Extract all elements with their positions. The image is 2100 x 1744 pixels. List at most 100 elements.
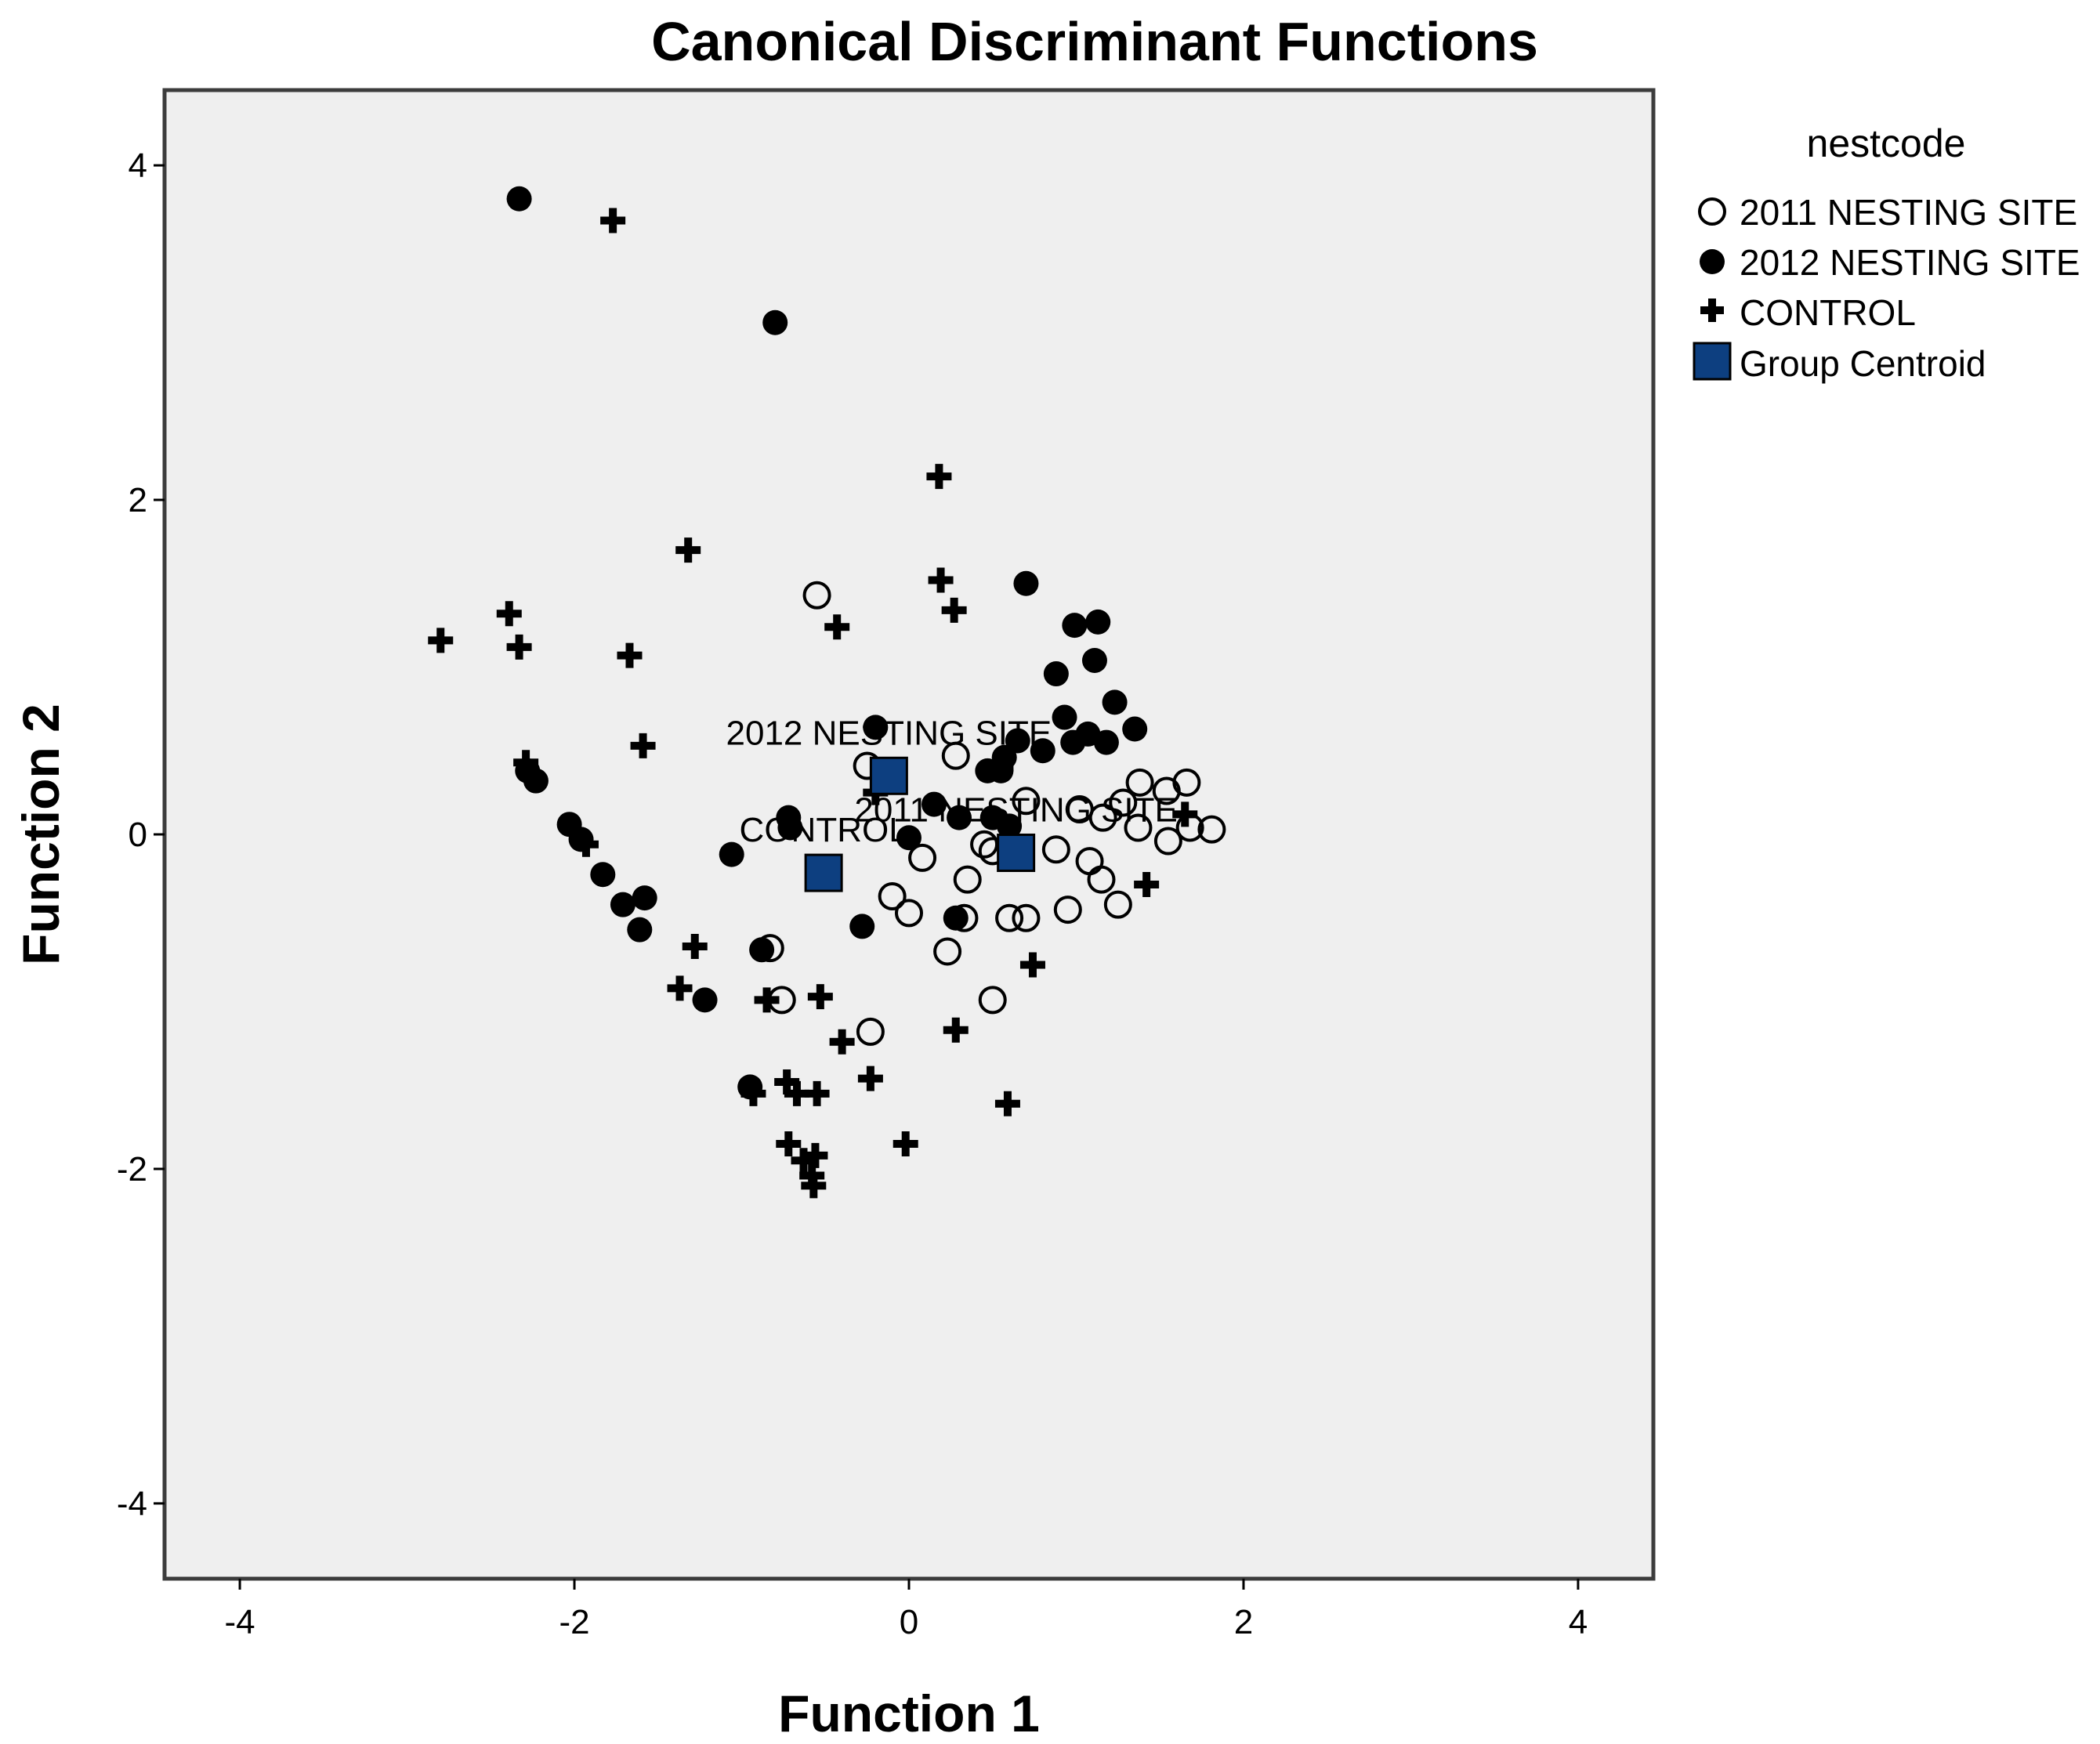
point-2012-nesting-site: [921, 791, 947, 817]
point-2011-nesting-site: [1103, 890, 1132, 919]
legend-title: nestcode: [1807, 121, 1966, 165]
point-2011-nesting-site: [1088, 803, 1117, 832]
point-control: [630, 733, 656, 758]
legend-square-icon: [1693, 342, 1732, 381]
point-2011-nesting-site: [1109, 788, 1138, 817]
legend-item-2012: 2012 NESTING SITE: [1700, 242, 2080, 283]
point-2012-nesting-site: [1043, 661, 1069, 687]
point-2011-nesting-site: [1041, 835, 1070, 864]
point-2011-nesting-site: [1012, 903, 1041, 932]
point-2012-nesting-site: [1030, 738, 1055, 764]
centroid-label: 2011 NESTING SITE: [854, 791, 1177, 829]
point-2012-nesting-site: [719, 841, 744, 867]
legend-label-2012: 2012 NESTING SITE: [1740, 242, 2080, 283]
chart-title: Canonical Discriminant Functions: [651, 11, 1538, 72]
point-control: [1134, 872, 1160, 898]
centroid-label: CONTROL: [740, 811, 908, 849]
point-2011-nesting-site: [1197, 815, 1226, 844]
point-control: [754, 987, 780, 1013]
point-2011-nesting-site: [856, 1017, 885, 1046]
point-2012-nesting-site: [762, 309, 788, 335]
point-2011-nesting-site: [995, 903, 1024, 932]
point-control: [506, 634, 532, 660]
point-control: [740, 1080, 766, 1106]
point-2011-nesting-site: [1012, 787, 1041, 816]
point-2012-nesting-site: [777, 815, 803, 841]
point-control: [824, 614, 850, 640]
point-2012-nesting-site: [896, 825, 921, 851]
point-control: [804, 1080, 830, 1106]
point-2012-nesting-site: [749, 937, 775, 963]
point-control: [941, 597, 967, 623]
point-control: [667, 975, 693, 1001]
point-2012-nesting-site: [1052, 704, 1077, 730]
point-2012-nesting-site: [1102, 689, 1128, 715]
point-2011-nesting-site: [878, 881, 907, 910]
legend-plus-icon: [1700, 299, 1724, 322]
legend-item-2011: 2011 NESTING SITE: [1698, 192, 2077, 233]
point-2012-nesting-site: [692, 987, 718, 1013]
point-2012-nesting-site: [632, 885, 657, 911]
legend-item-control: CONTROL: [1700, 292, 1916, 333]
data-points: [428, 186, 1226, 1199]
point-control: [1019, 952, 1045, 978]
point-control: [496, 601, 522, 627]
point-2012-nesting-site: [1005, 728, 1030, 754]
y-tick-label: 4: [129, 147, 147, 185]
point-control: [857, 1066, 883, 1091]
point-2012-nesting-site: [1081, 647, 1107, 673]
x-tick-label: -2: [559, 1603, 589, 1641]
point-control: [807, 984, 833, 1010]
point-control: [776, 1131, 802, 1156]
point-2011-nesting-site: [933, 937, 962, 966]
legend-open-circle-icon: [1698, 197, 1726, 226]
point-2012-nesting-site: [979, 805, 1005, 830]
point-control: [928, 567, 954, 593]
legend-label-centroid: Group Centroid: [1740, 343, 1986, 384]
point-2011-nesting-site: [941, 741, 970, 770]
legend-label-control: CONTROL: [1740, 292, 1916, 333]
legend-item-centroid: Group Centroid: [1693, 342, 1986, 384]
x-tick-label: -4: [225, 1603, 255, 1641]
point-2011-nesting-site: [953, 865, 982, 894]
point-2012-nesting-site: [943, 905, 969, 931]
point-2011-nesting-site: [1124, 813, 1153, 842]
point-2012-nesting-site: [863, 715, 889, 740]
x-axis-title: Function 1: [778, 1684, 1040, 1742]
group-centroids: [804, 756, 1036, 892]
point-2012-nesting-site: [947, 805, 972, 830]
point-control: [1172, 801, 1198, 827]
point-2012-nesting-site: [590, 862, 616, 888]
point-2011-nesting-site: [1053, 896, 1082, 924]
point-2011-nesting-site: [908, 843, 937, 872]
point-2012-nesting-site: [1075, 721, 1101, 747]
y-tick-label: 2: [129, 481, 147, 519]
y-axis-title: Function 2: [12, 704, 70, 965]
group-centroid-marker: [869, 756, 908, 795]
point-2012-nesting-site: [849, 914, 875, 939]
point-control: [801, 1173, 827, 1199]
point-control: [573, 831, 599, 857]
point-control: [784, 1080, 809, 1106]
point-control: [892, 1131, 918, 1156]
point-2012-nesting-site: [1013, 570, 1039, 596]
point-2011-nesting-site: [1125, 768, 1154, 797]
x-tick-label: 0: [900, 1603, 918, 1641]
point-control: [926, 464, 952, 490]
point-2011-nesting-site: [970, 830, 999, 859]
point-2011-nesting-site: [1153, 827, 1182, 856]
x-tick-label: 4: [1569, 1603, 1588, 1641]
point-control: [829, 1029, 855, 1055]
y-tick-label: -4: [117, 1485, 147, 1523]
point-control: [994, 1091, 1020, 1116]
point-2012-nesting-site: [1062, 613, 1088, 639]
point-control: [617, 642, 643, 668]
point-2011-nesting-site: [1087, 865, 1116, 894]
point-control: [988, 754, 1014, 780]
legend-filled-circle-icon: [1700, 249, 1725, 274]
legend: nestcode 2011 NESTING SITE 2012 NESTING …: [1693, 121, 2080, 384]
point-control: [513, 750, 539, 776]
axis-ticks: -4 -2 0 2 4 4 2 0 -2 -4: [117, 147, 1588, 1641]
x-tick-label: 2: [1234, 1603, 1253, 1641]
